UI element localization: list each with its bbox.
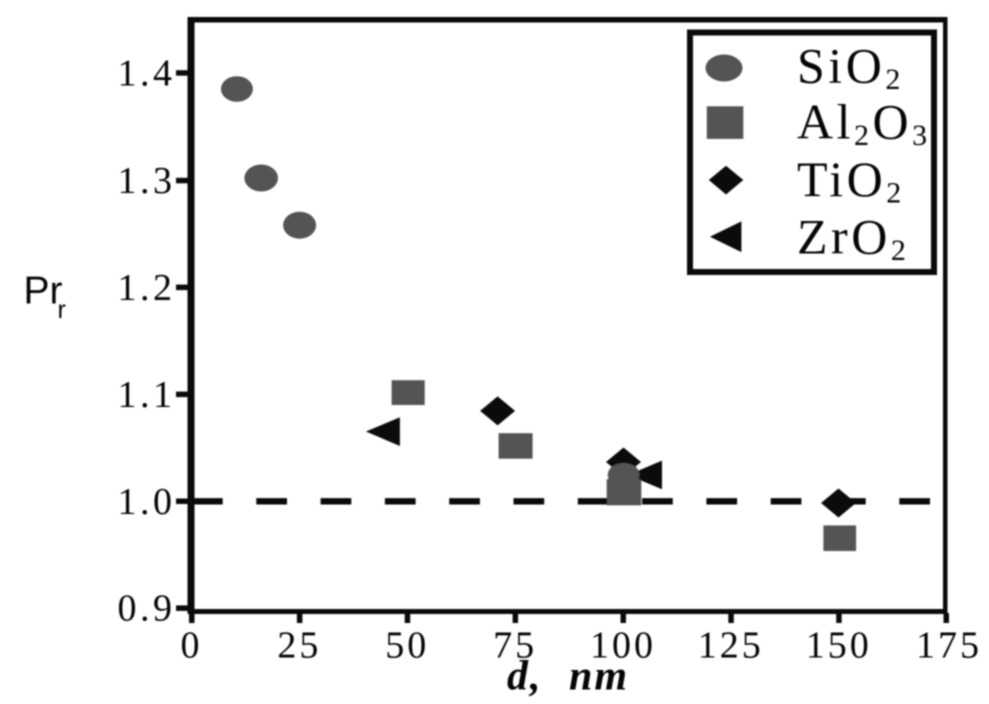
svg-text:100: 100 [590, 625, 656, 667]
svg-text:75: 75 [493, 625, 537, 667]
svg-text:1.4: 1.4 [118, 53, 176, 95]
svg-text:1.2: 1.2 [118, 267, 176, 309]
svg-text:d, nm: d, nm [507, 654, 629, 700]
svg-text:25: 25 [277, 625, 321, 667]
svg-text:SiO2: SiO2 [797, 38, 904, 97]
svg-text:150: 150 [806, 625, 872, 667]
svg-text:0: 0 [181, 625, 203, 667]
svg-text:TiO2: TiO2 [797, 151, 905, 210]
svg-text:ZrO2: ZrO2 [797, 209, 909, 268]
svg-text:r: r [58, 296, 66, 324]
svg-text:1.0: 1.0 [118, 481, 176, 523]
svg-text:Pr: Pr [24, 269, 63, 312]
svg-text:1.3: 1.3 [118, 160, 176, 202]
svg-text:0.9: 0.9 [118, 588, 176, 630]
svg-text:175: 175 [916, 625, 982, 667]
svg-text:50: 50 [385, 625, 429, 667]
svg-text:125: 125 [698, 625, 764, 667]
svg-text:1.1: 1.1 [118, 374, 176, 416]
